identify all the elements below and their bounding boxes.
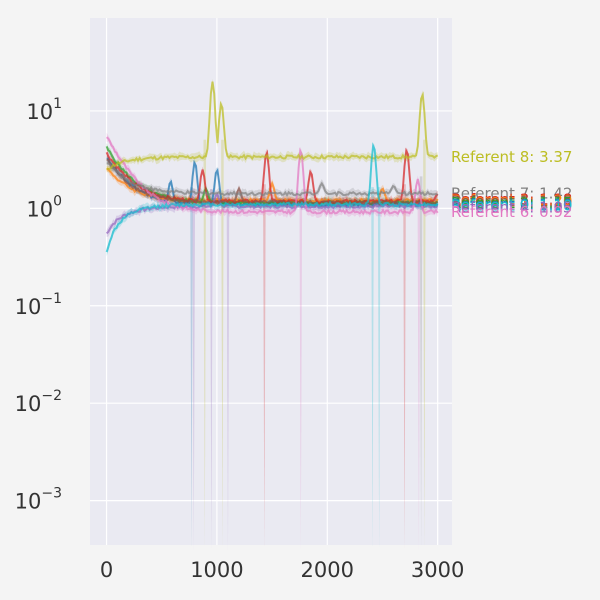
- end-value-label: Referent 7: 1.42: [451, 185, 572, 203]
- y-tick-label: 10−1: [15, 291, 62, 319]
- x-axis-ticks: 0 1000 2000 3000: [100, 558, 465, 582]
- series-line: [106, 81, 439, 171]
- series-band: [106, 166, 438, 207]
- end-value-label: Referent 3: 1.18: [451, 190, 572, 208]
- series-dip-band: [417, 194, 421, 551]
- end-value-label: Referent 2: 1.15: [451, 194, 572, 212]
- end-value-label: Referent 9: 1.10: [451, 196, 572, 214]
- series-dip-band: [403, 184, 406, 550]
- series-line: [106, 167, 439, 205]
- series-dip-band: [377, 187, 381, 550]
- series-dip-band: [263, 184, 266, 550]
- y-axis-ticks: 10−3 10−2 10−1 100 101: [15, 96, 62, 514]
- y-tick-label: 10−2: [15, 388, 62, 416]
- series-dip-band: [192, 189, 196, 550]
- series-dip-band: [210, 189, 213, 550]
- end-value-label: Referent 6: 0.92: [451, 203, 572, 221]
- plot-background: [90, 18, 452, 545]
- series-line: [105, 136, 439, 216]
- series-dip-band: [190, 187, 193, 550]
- series-line: [105, 142, 439, 253]
- x-tick-label: 3000: [411, 558, 464, 582]
- x-tick-label: 1000: [190, 558, 243, 582]
- grid: [90, 18, 452, 545]
- end-value-label: Referent 0: 1.10: [451, 195, 572, 213]
- series-line: [106, 162, 439, 198]
- end-value-label: Referent 4: 1.05: [451, 199, 572, 217]
- y-tick-label: 10−3: [15, 486, 62, 514]
- x-tick-label: 2000: [301, 558, 354, 582]
- y-tick-label: 101: [26, 96, 62, 124]
- series-lines: [105, 81, 439, 253]
- end-value-label: Referent 5: 1.15: [451, 193, 572, 211]
- series-band: [106, 159, 438, 200]
- series-dip-band: [423, 139, 426, 550]
- series-dip-band: [419, 176, 423, 550]
- series-band: [106, 132, 438, 218]
- y-tick-label: 100: [26, 193, 62, 221]
- series-line: [106, 158, 439, 206]
- end-value-labels: Referent 8: 3.37 Referent 7: 1.42Referent…: [451, 148, 572, 221]
- series-dip-band: [299, 194, 303, 551]
- end-value-label: Referent 1: 1.20: [451, 192, 572, 210]
- x-tick-label: 0: [100, 558, 113, 582]
- series-dip-band: [226, 189, 230, 550]
- series-dip-band: [203, 139, 207, 550]
- series-dip-band: [371, 187, 374, 550]
- end-value-label: Referent 8: 3.37: [451, 148, 572, 166]
- series-dip-band: [221, 139, 224, 550]
